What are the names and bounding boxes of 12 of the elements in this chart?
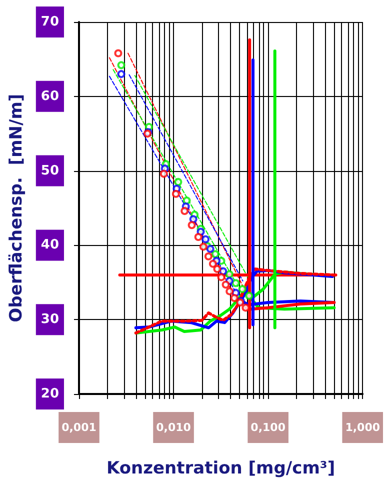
y-tick-label: 70 — [40, 14, 59, 30]
x-tick-label: 0,100 — [250, 421, 286, 434]
x-tick-label: 0,010 — [156, 421, 192, 434]
y-tick-label: 60 — [40, 88, 59, 104]
x-tick-label: 0,001 — [62, 421, 96, 434]
x-tick-label: 1,000 — [345, 421, 380, 434]
y-axis-title: Oberflächensp. [mN/m] — [6, 94, 26, 322]
y-tick-label: 30 — [40, 312, 59, 328]
x-axis-title: Konzentration [mg/cm³] — [106, 458, 336, 478]
y-tick-label: 50 — [40, 163, 59, 178]
y-tick-label: 20 — [40, 386, 59, 402]
y-tick-label: 40 — [40, 238, 59, 253]
